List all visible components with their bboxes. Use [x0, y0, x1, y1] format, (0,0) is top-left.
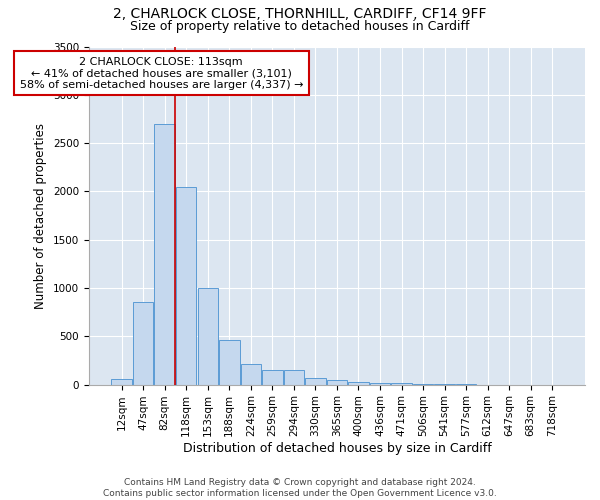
Bar: [284, 370, 304, 384]
Bar: [262, 370, 283, 384]
Bar: [154, 124, 175, 384]
Bar: [176, 186, 196, 384]
X-axis label: Distribution of detached houses by size in Cardiff: Distribution of detached houses by size …: [182, 442, 491, 455]
Bar: [112, 379, 132, 384]
Y-axis label: Number of detached properties: Number of detached properties: [34, 122, 47, 308]
Bar: [327, 380, 347, 384]
Text: Size of property relative to detached houses in Cardiff: Size of property relative to detached ho…: [130, 20, 470, 33]
Bar: [370, 382, 390, 384]
Bar: [305, 378, 326, 384]
Bar: [348, 382, 368, 384]
Bar: [241, 364, 261, 384]
Bar: [391, 383, 412, 384]
Bar: [133, 302, 154, 384]
Bar: [219, 340, 239, 384]
Text: Contains HM Land Registry data © Crown copyright and database right 2024.
Contai: Contains HM Land Registry data © Crown c…: [103, 478, 497, 498]
Text: 2 CHARLOCK CLOSE: 113sqm
← 41% of detached houses are smaller (3,101)
58% of sem: 2 CHARLOCK CLOSE: 113sqm ← 41% of detach…: [20, 56, 303, 90]
Text: 2, CHARLOCK CLOSE, THORNHILL, CARDIFF, CF14 9FF: 2, CHARLOCK CLOSE, THORNHILL, CARDIFF, C…: [113, 8, 487, 22]
Bar: [197, 288, 218, 384]
